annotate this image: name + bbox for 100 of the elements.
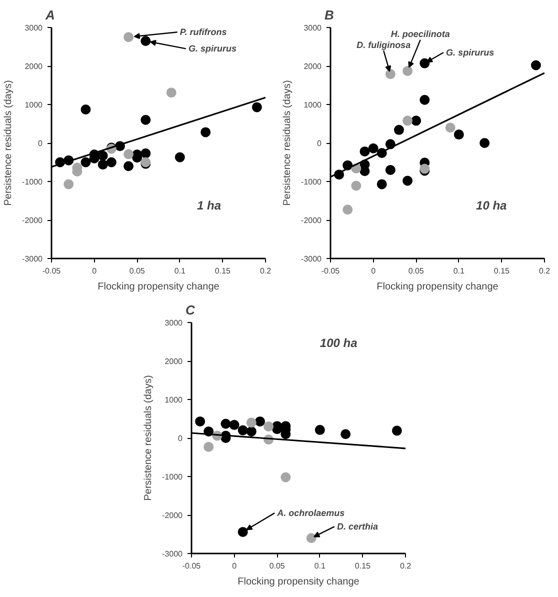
point xyxy=(530,60,541,70)
y-axis-title: Persistence residuals (days) xyxy=(282,80,294,206)
point xyxy=(342,204,353,215)
point xyxy=(420,94,430,105)
point xyxy=(360,146,370,156)
x-tick-label: 0.15 xyxy=(214,266,232,276)
point xyxy=(351,180,362,191)
point xyxy=(106,157,116,168)
point xyxy=(394,124,404,135)
point xyxy=(445,122,456,133)
point xyxy=(238,425,248,436)
point xyxy=(402,116,413,126)
point xyxy=(64,179,74,190)
y-tick-label: 1000 xyxy=(304,100,322,110)
point xyxy=(229,420,240,430)
annotation: D. certhia xyxy=(337,522,378,532)
point xyxy=(246,426,256,436)
point xyxy=(80,104,91,114)
point xyxy=(124,149,134,160)
point xyxy=(252,102,262,112)
x-axis-title: Flocking propensity change xyxy=(376,282,499,292)
x-tick-label: 0 xyxy=(371,266,376,276)
y-tick-label: 1000 xyxy=(164,396,184,404)
annotation: 1 ha xyxy=(197,198,222,212)
y-tick-label: -2000 xyxy=(22,216,44,225)
y-tick-label: 0 xyxy=(317,139,322,148)
x-axis-title: Flocking propensity change xyxy=(98,282,220,292)
point xyxy=(368,143,378,154)
text: A xyxy=(44,8,55,22)
annotation: P. rufifrons xyxy=(180,27,227,38)
x-tick-label: 0.05 xyxy=(129,266,146,276)
point xyxy=(385,69,396,80)
point xyxy=(314,424,325,435)
point xyxy=(140,148,151,158)
y-tick-label: 0 xyxy=(178,434,184,443)
y-tick-label: 3000 xyxy=(304,24,322,32)
x-tick-label: -0.05 xyxy=(321,266,340,276)
x-tick-label: 0.05 xyxy=(269,562,286,570)
point xyxy=(204,442,214,452)
point xyxy=(80,157,91,168)
point xyxy=(392,426,402,436)
annotation: A. ochrolaemus xyxy=(276,508,345,518)
point xyxy=(195,416,206,426)
point xyxy=(454,130,464,140)
y-tick-label: -3000 xyxy=(301,254,322,264)
point xyxy=(200,127,211,138)
x-tick-label: 0.1 xyxy=(174,266,186,276)
point xyxy=(254,416,265,426)
y-tick-label: -2000 xyxy=(162,511,184,520)
x-tick-label: 0 xyxy=(92,266,98,276)
text: B xyxy=(324,8,334,22)
point xyxy=(402,176,413,186)
point xyxy=(140,36,151,46)
point xyxy=(124,32,134,42)
x-tick-label: 0.2 xyxy=(260,266,272,276)
point xyxy=(306,533,316,544)
annotation: G. spirurus xyxy=(446,48,494,58)
x-tick-label: 0.15 xyxy=(354,562,372,570)
x-tick-label: -0.05 xyxy=(182,562,202,570)
point xyxy=(376,179,387,190)
y-tick-label: 3000 xyxy=(164,318,184,328)
x-tick-label: 0.2 xyxy=(538,266,551,276)
point xyxy=(264,421,274,432)
point xyxy=(174,152,185,162)
point xyxy=(166,88,176,98)
y-tick-label: 2000 xyxy=(164,357,184,366)
x-tick-label: -0.05 xyxy=(42,266,62,276)
y-tick-label: -1000 xyxy=(162,472,184,482)
y-tick-label: -2000 xyxy=(301,216,322,225)
point xyxy=(220,418,231,429)
point xyxy=(360,166,370,176)
x-tick-label: 0 xyxy=(232,562,238,570)
y-tick-label: -3000 xyxy=(162,550,184,558)
point xyxy=(140,114,151,125)
y-tick-label: -1000 xyxy=(301,178,322,186)
y-tick-label: 2000 xyxy=(304,62,322,71)
y-tick-label: 1000 xyxy=(24,100,44,110)
annotation: D. fuliginosa xyxy=(356,40,411,50)
x-tick-label: 0.05 xyxy=(408,266,424,276)
point xyxy=(480,138,490,148)
x-axis-title: Flocking propensity change xyxy=(238,576,360,588)
y-tick-label: -1000 xyxy=(22,178,44,186)
point xyxy=(246,418,256,428)
y-tick-label: -3000 xyxy=(22,254,44,264)
x-tick-label: 0.15 xyxy=(494,266,510,276)
y-tick-label: 3000 xyxy=(24,24,44,32)
point xyxy=(98,160,108,170)
point xyxy=(238,526,248,537)
point xyxy=(385,164,396,175)
annotation: 100 ha xyxy=(320,336,358,350)
x-tick-label: 0.1 xyxy=(453,266,466,276)
point xyxy=(402,66,413,76)
annotation: G. spirurus xyxy=(188,44,236,54)
y-axis-title: Persistence residuals (days) xyxy=(143,375,154,501)
y-tick-label: 2000 xyxy=(24,62,44,71)
annotation: 10 ha xyxy=(476,198,508,212)
text: C xyxy=(186,302,196,318)
point xyxy=(124,161,134,172)
point xyxy=(420,58,430,68)
point xyxy=(98,150,108,161)
